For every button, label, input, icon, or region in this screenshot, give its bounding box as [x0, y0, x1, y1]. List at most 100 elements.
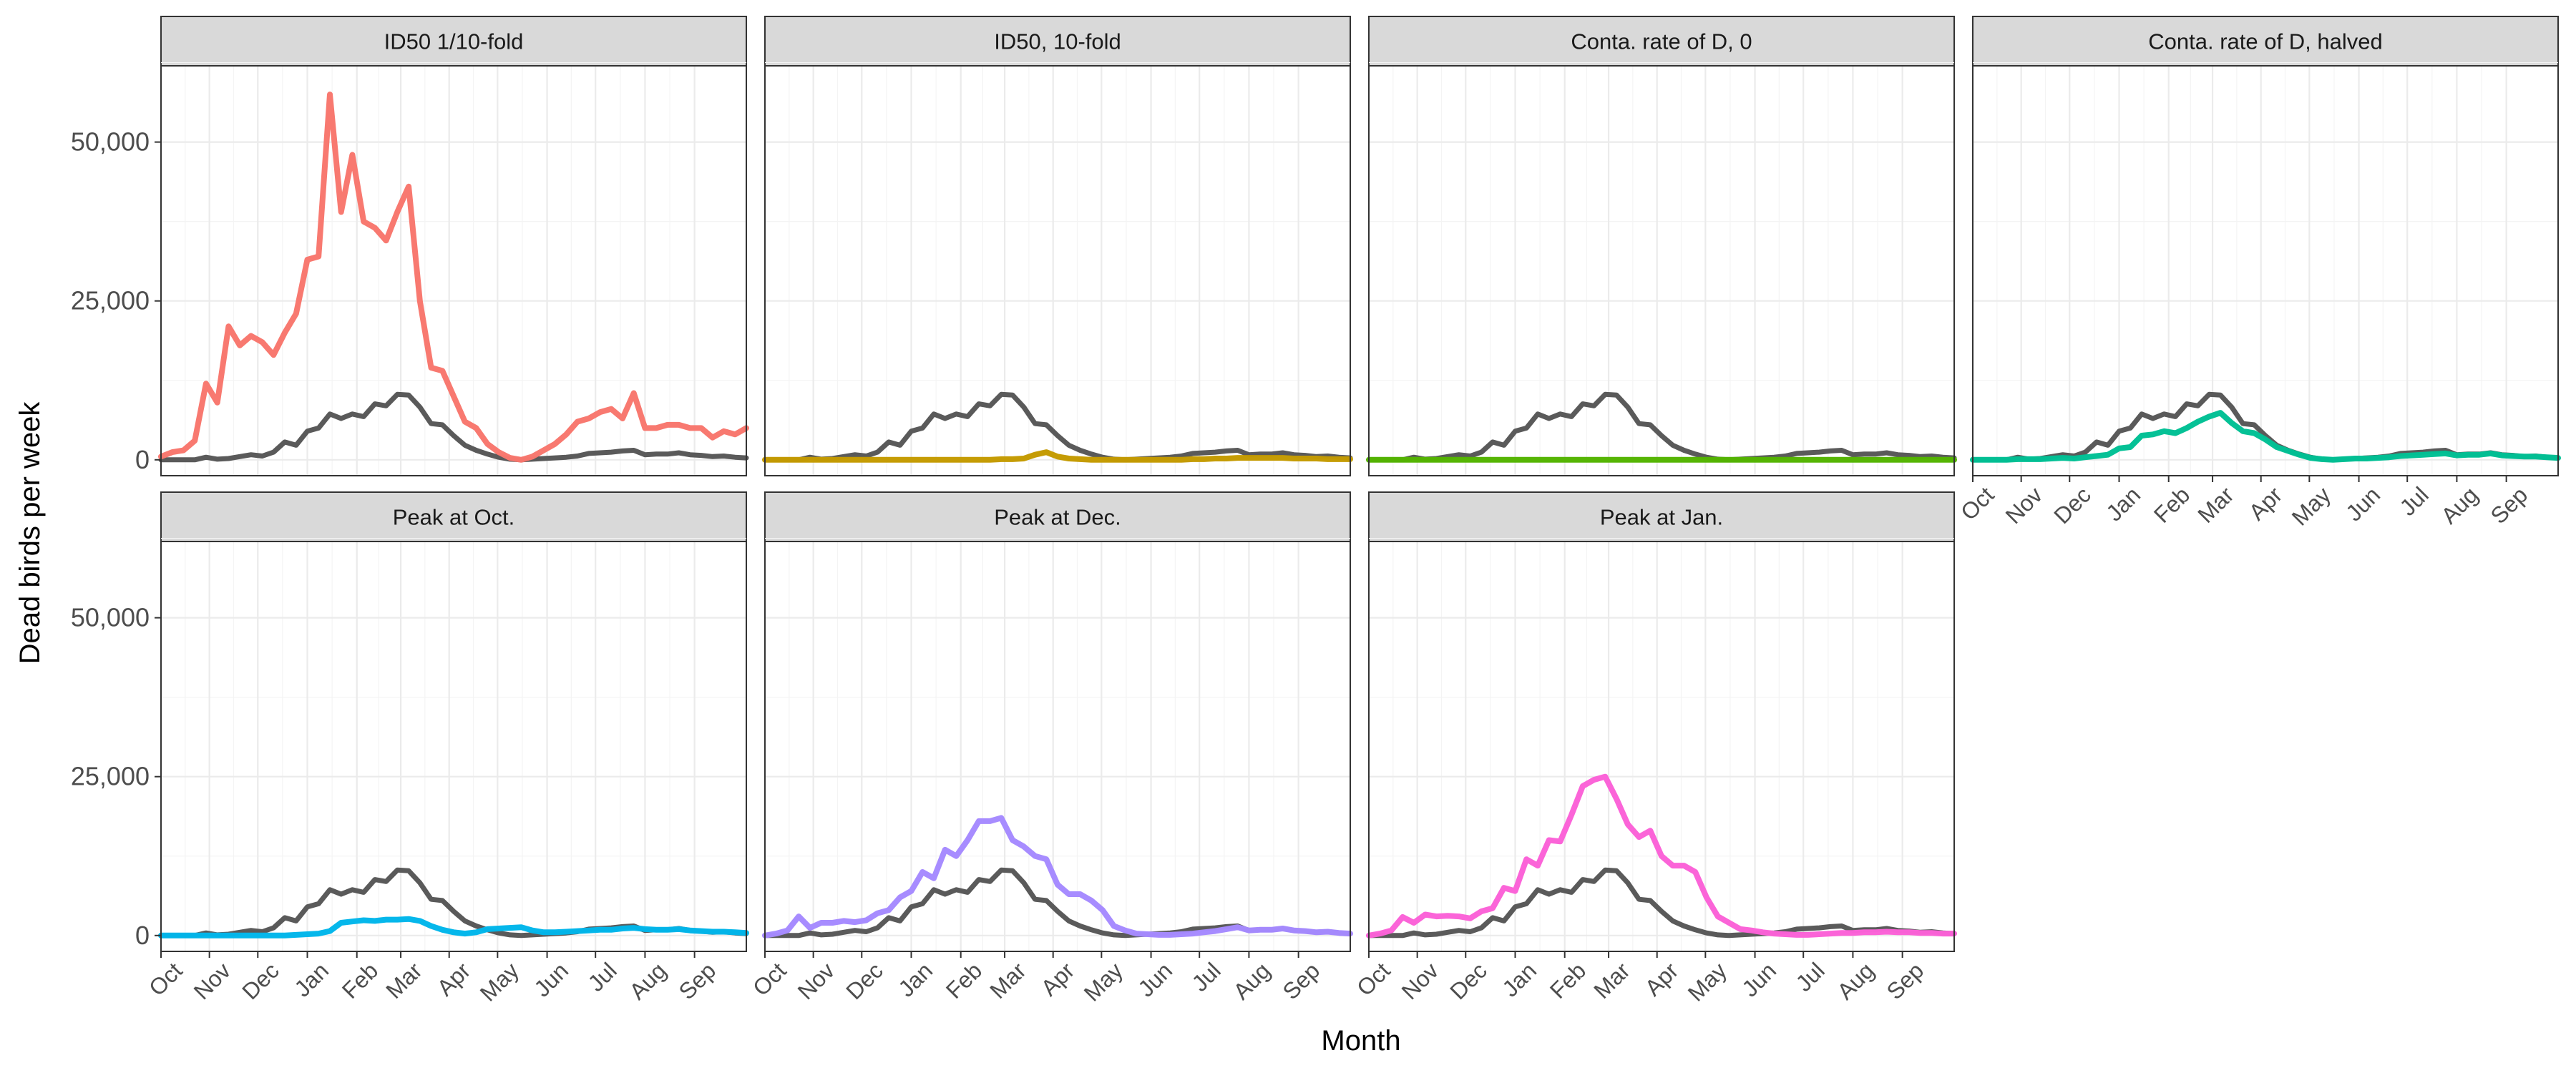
facet-title: ID50 1/10-fold	[384, 29, 524, 54]
x-tick-label: Mar	[1589, 957, 1635, 1004]
panel-border	[1368, 65, 1955, 476]
x-tick-label: Jul	[1186, 958, 1225, 996]
facet-title: Conta. rate of D, halved	[2148, 29, 2382, 54]
scenario-series-line	[762, 449, 1353, 463]
scenario-series-line	[1970, 410, 2561, 463]
x-tick-label: Mar	[985, 957, 1031, 1004]
panel-background	[161, 66, 746, 476]
x-tick-label: Jun	[1133, 958, 1177, 1002]
x-tick-label: Jan	[893, 958, 937, 1002]
scenario-series-line	[158, 916, 749, 939]
y-tick-label: 0	[135, 921, 150, 950]
x-tick-label: Mar	[2192, 481, 2239, 528]
x-tick-label: Jul	[582, 958, 621, 996]
panel-background	[765, 542, 1350, 951]
baseline-series-line	[762, 391, 1353, 463]
facet-strip	[764, 491, 1351, 542]
x-tick-label: Dec	[1445, 958, 1492, 1005]
x-tick-label: Jun	[529, 958, 573, 1002]
x-tick-label: Sep	[674, 958, 721, 1005]
x-tick-label: Dec	[237, 958, 284, 1005]
facet-title: ID50, 10-fold	[994, 29, 1121, 54]
panel-border	[1972, 65, 2559, 476]
x-tick-label: Jan	[1497, 958, 1541, 1002]
scenario-series-line	[158, 92, 749, 463]
x-tick-label: Aug	[624, 958, 671, 1005]
panel-border	[160, 65, 747, 476]
x-tick-label: Oct	[144, 957, 187, 1001]
facet-strip	[160, 491, 747, 542]
panel-border	[764, 65, 1351, 476]
y-tick-label: 50,000	[71, 603, 150, 632]
facet-strip	[160, 16, 747, 67]
facet-strip	[764, 16, 1351, 67]
facet-panel: Conta. rate of D, 0	[1366, 16, 1957, 476]
baseline-series-line	[158, 391, 749, 463]
facet-title: Peak at Oct.	[393, 505, 515, 530]
x-tick-label: Jun	[1737, 958, 1781, 1002]
x-tick-label: Apr	[2244, 481, 2288, 525]
facet-strip	[1368, 16, 1955, 67]
x-tick-label: Oct	[748, 957, 791, 1001]
x-tick-label: May	[475, 958, 524, 1006]
x-tick-label: Apr	[1036, 957, 1080, 1001]
panel-background	[1369, 66, 1954, 476]
panel-border	[764, 541, 1351, 952]
x-tick-label: Nov	[793, 958, 840, 1005]
panel-background	[161, 542, 746, 951]
x-tick-label: Sep	[1882, 958, 1929, 1005]
x-tick-label: Nov	[1397, 958, 1444, 1005]
facet-title: Conta. rate of D, 0	[1571, 29, 1752, 54]
x-tick-label: Aug	[1228, 958, 1275, 1005]
baseline-series-line	[1366, 391, 1957, 463]
x-tick-label: Jan	[2101, 482, 2145, 526]
x-tick-label: Nov	[189, 958, 236, 1005]
facet-panel: ID50 1/10-fold 0 25,000 50,000	[71, 16, 749, 476]
x-tick-label: Mar	[381, 957, 427, 1004]
x-tick-label: Feb	[1545, 958, 1591, 1004]
y-tick-label: 0	[135, 445, 150, 474]
panel-background	[765, 66, 1350, 476]
panel-border	[160, 541, 747, 952]
y-tick-label: 25,000	[71, 286, 150, 315]
y-tick-label: 50,000	[71, 127, 150, 157]
x-tick-label: Oct	[1956, 481, 1999, 525]
y-axis-title: Dead birds per week	[14, 401, 46, 665]
y-tick-label: 25,000	[71, 762, 150, 791]
x-tick-label: Oct	[1352, 957, 1395, 1001]
x-axis-title: Month	[1321, 1025, 1400, 1057]
x-tick-label: Aug	[2436, 482, 2483, 529]
x-tick-label: May	[1683, 958, 1732, 1006]
facet-panel: ID50, 10-fold	[762, 16, 1353, 476]
x-tick-label: Jul	[2394, 482, 2433, 521]
x-tick-label: Apr	[432, 957, 476, 1001]
panel-border	[1368, 541, 1955, 952]
x-tick-label: May	[2287, 482, 2336, 531]
x-tick-label: Sep	[2486, 482, 2533, 529]
panels-layer: ID50 1/10-fold 0 25,000 50,000 ID50, 10-fold…	[71, 16, 2561, 1006]
facet-strip	[1972, 16, 2559, 67]
x-tick-label: Feb	[2149, 482, 2195, 528]
x-tick-label: Dec	[841, 958, 888, 1005]
x-tick-label: Jun	[2341, 482, 2385, 526]
x-tick-label: Nov	[2001, 482, 2048, 529]
panel-background	[1369, 542, 1954, 951]
x-tick-label: Jul	[1790, 958, 1829, 996]
x-tick-label: Jan	[289, 958, 333, 1002]
facet-strip	[1368, 491, 1955, 542]
x-tick-label: Feb	[941, 958, 987, 1004]
x-tick-label: Aug	[1832, 958, 1879, 1005]
x-tick-label: Dec	[2049, 482, 2096, 529]
x-tick-label: Sep	[1278, 958, 1325, 1005]
x-tick-label: Apr	[1640, 957, 1684, 1001]
x-tick-label: May	[1079, 958, 1128, 1006]
x-tick-label: Feb	[337, 958, 383, 1004]
panel-background	[1973, 66, 2558, 476]
facet-title: Peak at Dec.	[994, 505, 1121, 530]
facet-panel: Peak at Oct. 0 25,000 50,000 Oct Nov Dec Jan Feb…	[71, 491, 749, 1006]
facet-title: Peak at Jan.	[1600, 505, 1723, 530]
